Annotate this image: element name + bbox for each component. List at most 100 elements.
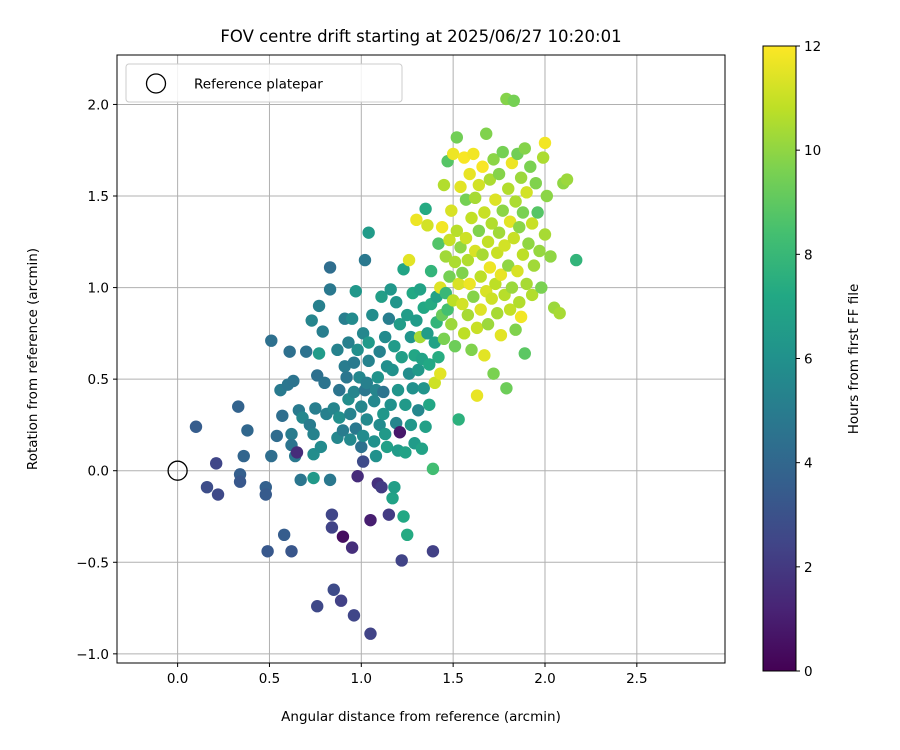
- legend: Reference platepar: [125, 63, 403, 103]
- data-point: [452, 277, 465, 291]
- data-point: [476, 248, 489, 261]
- data-point: [345, 541, 359, 554]
- x-axis-label: Angular distance from reference (arcmin): [281, 709, 561, 725]
- data-point: [423, 358, 436, 371]
- data-point: [505, 281, 519, 294]
- colorbar-tick-label: 12: [804, 39, 821, 55]
- data-point: [492, 226, 506, 239]
- data-point: [412, 363, 425, 377]
- colorbar-tick-label: 0: [804, 664, 813, 680]
- data-point: [483, 173, 497, 186]
- data-point: [265, 449, 278, 463]
- data-point: [457, 327, 471, 340]
- data-point: [454, 180, 467, 194]
- data-point: [491, 307, 504, 320]
- data-point: [285, 545, 298, 558]
- data-point: [489, 193, 502, 206]
- data-point: [478, 349, 491, 362]
- x-tick-label: 2.5: [626, 671, 647, 687]
- data-point: [388, 339, 401, 353]
- data-point: [384, 283, 397, 296]
- data-point: [445, 318, 458, 331]
- data-point: [432, 237, 445, 250]
- data-point: [410, 314, 423, 327]
- data-point: [358, 253, 372, 267]
- data-point: [395, 350, 408, 364]
- data-point: [351, 343, 364, 357]
- data-point: [570, 253, 583, 267]
- data-point: [375, 290, 388, 303]
- x-tick-label: 0.5: [259, 671, 280, 687]
- data-point: [261, 545, 274, 558]
- data-point: [450, 131, 464, 144]
- data-point: [404, 330, 418, 344]
- data-point: [509, 195, 522, 208]
- data-point: [345, 312, 359, 325]
- data-point: [470, 389, 484, 402]
- data-point: [378, 427, 392, 441]
- data-point: [502, 259, 515, 272]
- data-point: [553, 307, 566, 320]
- data-point: [435, 220, 449, 234]
- data-point: [323, 283, 337, 296]
- data-point: [265, 334, 278, 347]
- data-point: [316, 325, 329, 338]
- y-tick-label: 0.0: [88, 464, 109, 480]
- data-point: [382, 312, 396, 325]
- data-point: [481, 235, 495, 248]
- data-point: [311, 600, 324, 613]
- colorbar-ticks: 0 2 4 6 8 10 12: [796, 39, 821, 680]
- data-point: [472, 224, 486, 238]
- data-point: [472, 178, 486, 192]
- x-axis-ticks: 0.0 0.5 1.0 1.5 2.0 2.5: [167, 663, 648, 687]
- colorbar-tick-label: 8: [804, 247, 813, 263]
- data-point: [426, 462, 440, 476]
- data-point: [402, 253, 416, 267]
- x-tick-label: 2.0: [534, 671, 555, 687]
- data-point: [443, 270, 456, 283]
- data-point: [503, 303, 517, 316]
- data-point: [513, 220, 526, 234]
- data-point: [496, 204, 509, 217]
- data-point: [513, 296, 526, 309]
- legend-marker: [145, 73, 167, 94]
- data-point: [347, 356, 361, 369]
- data-point: [384, 398, 397, 411]
- data-point: [465, 343, 478, 357]
- y-axis-label: Rotation from reference (arcmin): [25, 248, 41, 470]
- colorbar-tick-label: 6: [804, 352, 813, 368]
- y-axis-ticks: −1.0 −0.5 0.0 0.5 1.0 1.5 2.0: [76, 97, 117, 663]
- data-point: [382, 508, 396, 521]
- data-point: [340, 371, 353, 384]
- data-point: [259, 488, 272, 501]
- data-point: [470, 321, 484, 335]
- data-point: [439, 250, 452, 263]
- data-point: [355, 440, 368, 454]
- legend-box: [125, 63, 403, 103]
- x-tick-label: 0.0: [167, 671, 188, 687]
- data-point: [241, 424, 254, 437]
- data-point: [492, 167, 506, 181]
- colorbar-tick-label: 2: [804, 560, 813, 576]
- data-point: [450, 224, 464, 238]
- data-point: [452, 413, 465, 426]
- data-point: [533, 244, 546, 258]
- data-point: [459, 193, 473, 206]
- data-point: [347, 609, 361, 622]
- data-point: [410, 213, 423, 227]
- data-point: [463, 277, 476, 291]
- data-point: [520, 277, 533, 291]
- data-point: [307, 471, 320, 485]
- data-point: [520, 186, 533, 199]
- data-point: [367, 394, 381, 408]
- data-point: [373, 418, 386, 432]
- data-point: [518, 347, 531, 360]
- data-point: [397, 510, 410, 523]
- data-point: [375, 480, 388, 494]
- colorbar-tick-label: 4: [804, 456, 813, 472]
- data-point: [511, 264, 524, 278]
- data-point: [514, 310, 528, 324]
- data-point: [367, 435, 381, 448]
- data-point: [498, 239, 511, 252]
